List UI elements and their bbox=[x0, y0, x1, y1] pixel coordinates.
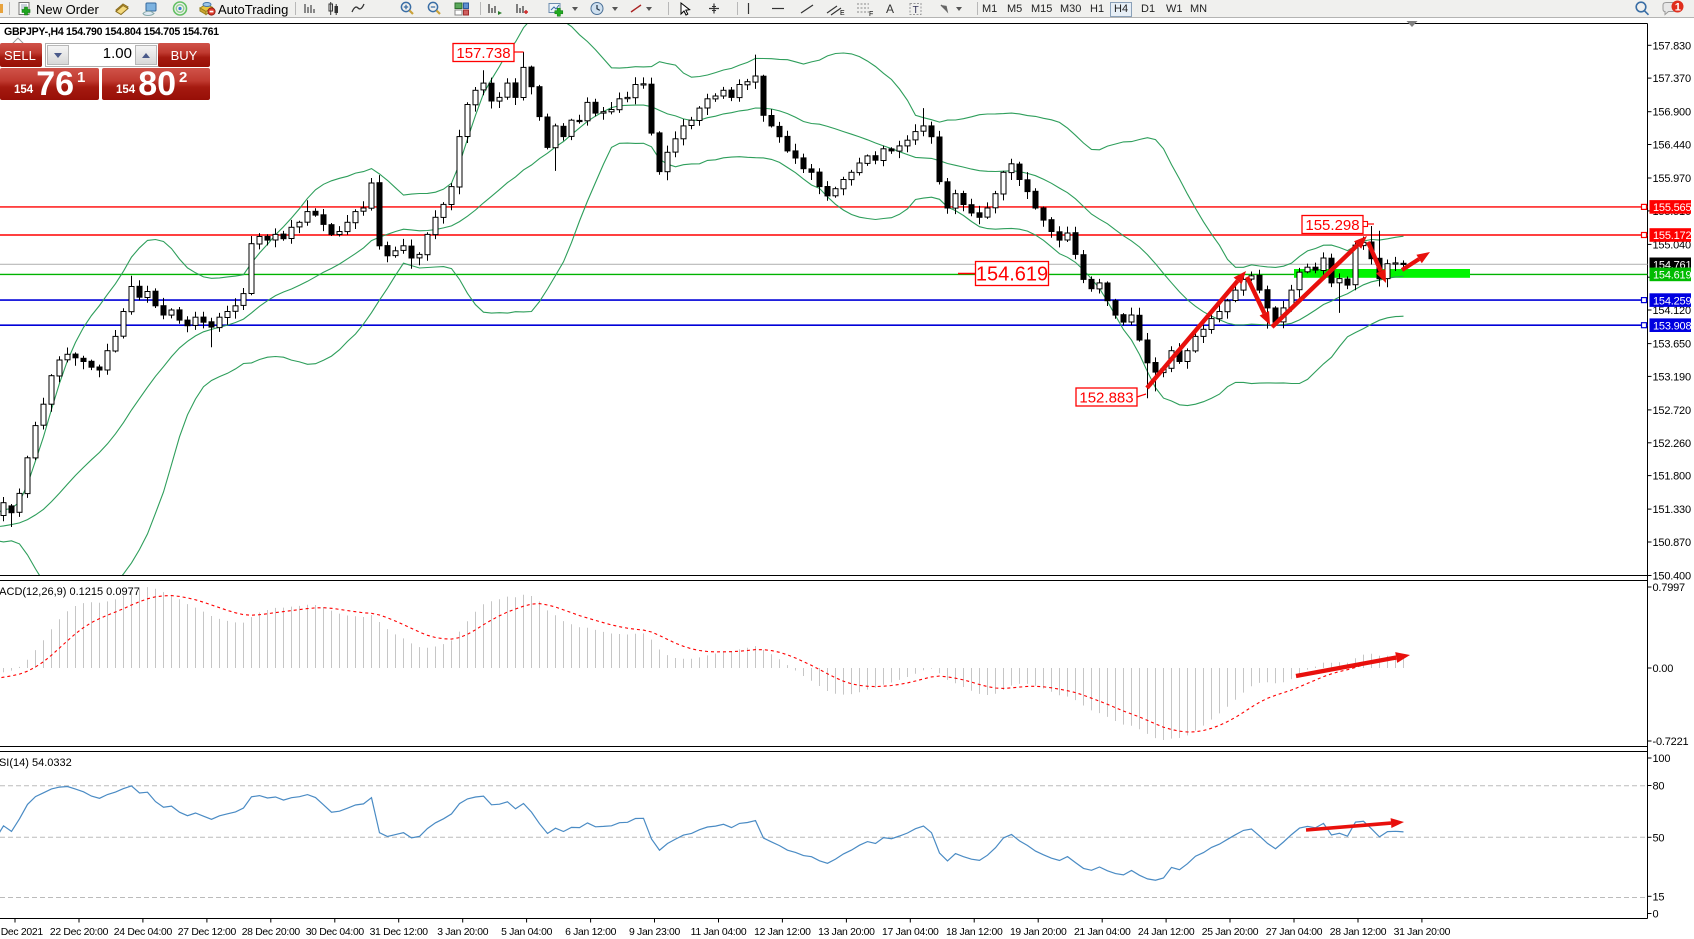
svg-text:A: A bbox=[886, 2, 894, 16]
svg-text:30 Dec 04:00: 30 Dec 04:00 bbox=[306, 927, 365, 938]
svg-text:153.908: 153.908 bbox=[1653, 320, 1691, 332]
svg-text:17 Jan 04:00: 17 Jan 04:00 bbox=[882, 927, 939, 938]
svg-text:100: 100 bbox=[1653, 753, 1671, 765]
svg-text:5 Jan 04:00: 5 Jan 04:00 bbox=[501, 927, 553, 938]
svg-text:150.400: 150.400 bbox=[1653, 571, 1691, 583]
svg-text:154.120: 154.120 bbox=[1653, 305, 1691, 317]
svg-text:151.800: 151.800 bbox=[1653, 471, 1691, 483]
svg-text:MACD(12,26,9) 0.1215 0.0977: MACD(12,26,9) 0.1215 0.0977 bbox=[0, 586, 140, 598]
svg-text:22 Dec 20:00: 22 Dec 20:00 bbox=[50, 927, 109, 938]
svg-text:157.738: 157.738 bbox=[456, 45, 510, 62]
svg-text:28 Dec 20:00: 28 Dec 20:00 bbox=[242, 927, 301, 938]
svg-text:12 Jan 12:00: 12 Jan 12:00 bbox=[754, 927, 811, 938]
svg-text:155.970: 155.970 bbox=[1653, 173, 1691, 185]
svg-text:155.565: 155.565 bbox=[1653, 202, 1691, 214]
svg-text:157.370: 157.370 bbox=[1653, 73, 1691, 85]
svg-text:156.900: 156.900 bbox=[1653, 107, 1691, 119]
svg-text:18 Jan 12:00: 18 Jan 12:00 bbox=[946, 927, 1003, 938]
svg-text:27 Dec 12:00: 27 Dec 12:00 bbox=[178, 927, 237, 938]
svg-text:151.330: 151.330 bbox=[1653, 504, 1691, 516]
svg-text:RSI(14) 54.0332: RSI(14) 54.0332 bbox=[0, 757, 72, 769]
svg-text:150.870: 150.870 bbox=[1653, 537, 1691, 549]
svg-text:15: 15 bbox=[1653, 891, 1665, 903]
svg-text:20 Dec 2021: 20 Dec 2021 bbox=[0, 927, 43, 938]
svg-text:F: F bbox=[869, 11, 873, 18]
svg-text:50: 50 bbox=[1653, 832, 1665, 844]
svg-text:0: 0 bbox=[1653, 909, 1659, 921]
svg-text:153.190: 153.190 bbox=[1653, 371, 1691, 383]
svg-text:154.619: 154.619 bbox=[1653, 270, 1691, 282]
svg-text:19 Jan 20:00: 19 Jan 20:00 bbox=[1010, 927, 1067, 938]
svg-text:T: T bbox=[913, 5, 919, 16]
svg-text:152.720: 152.720 bbox=[1653, 405, 1691, 417]
svg-text:E: E bbox=[840, 10, 845, 17]
svg-text:80: 80 bbox=[1653, 781, 1665, 793]
svg-text:155.172: 155.172 bbox=[1653, 230, 1691, 242]
svg-text:155.298: 155.298 bbox=[1305, 217, 1359, 234]
svg-text:154.619: 154.619 bbox=[976, 264, 1048, 286]
svg-text:21 Jan 04:00: 21 Jan 04:00 bbox=[1074, 927, 1131, 938]
svg-text:24 Jan 12:00: 24 Jan 12:00 bbox=[1138, 927, 1195, 938]
svg-text:24 Dec 04:00: 24 Dec 04:00 bbox=[114, 927, 173, 938]
svg-text:152.883: 152.883 bbox=[1079, 389, 1133, 406]
svg-text:156.440: 156.440 bbox=[1653, 140, 1691, 152]
svg-text:27 Jan 04:00: 27 Jan 04:00 bbox=[1266, 927, 1323, 938]
svg-text:28 Jan 12:00: 28 Jan 12:00 bbox=[1330, 927, 1387, 938]
svg-text:31 Jan 20:00: 31 Jan 20:00 bbox=[1394, 927, 1451, 938]
svg-text:154.259: 154.259 bbox=[1653, 295, 1691, 307]
svg-text:0.7997: 0.7997 bbox=[1653, 582, 1686, 594]
svg-text:157.830: 157.830 bbox=[1653, 40, 1691, 52]
svg-text:11 Jan 04:00: 11 Jan 04:00 bbox=[691, 927, 747, 938]
svg-text:31 Dec 12:00: 31 Dec 12:00 bbox=[370, 927, 429, 938]
svg-text:6 Jan 12:00: 6 Jan 12:00 bbox=[565, 927, 617, 938]
svg-text:GBPJPY-,H4 154.790 154.804 15: GBPJPY-,H4 154.790 154.804 154.705 154.7… bbox=[4, 26, 219, 38]
svg-text:155.040: 155.040 bbox=[1653, 239, 1691, 251]
svg-text:25 Jan 20:00: 25 Jan 20:00 bbox=[1202, 927, 1259, 938]
svg-text:9 Jan 23:00: 9 Jan 23:00 bbox=[629, 927, 681, 938]
svg-text:0.00: 0.00 bbox=[1653, 663, 1674, 675]
svg-text:1: 1 bbox=[1675, 2, 1681, 14]
svg-text:153.650: 153.650 bbox=[1653, 339, 1691, 351]
svg-text:152.260: 152.260 bbox=[1653, 438, 1691, 450]
svg-text:13 Jan 20:00: 13 Jan 20:00 bbox=[818, 927, 875, 938]
svg-text:-0.7221: -0.7221 bbox=[1653, 736, 1689, 748]
svg-text:3 Jan 20:00: 3 Jan 20:00 bbox=[437, 927, 489, 938]
